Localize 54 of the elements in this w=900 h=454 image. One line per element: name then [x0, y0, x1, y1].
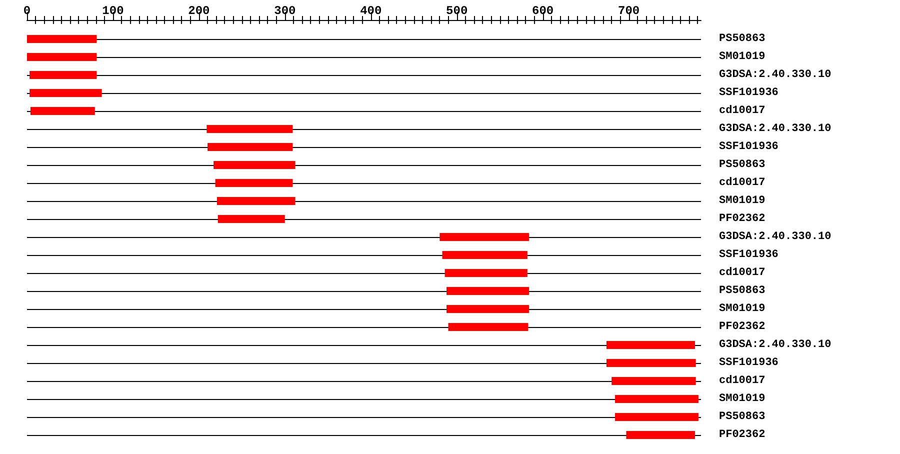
y-tick-label: SSF101936: [719, 357, 778, 369]
y-tick-label: SSF101936: [719, 87, 778, 99]
bar: [216, 197, 296, 205]
bar: [30, 89, 102, 97]
y-tick-label: PF02362: [719, 213, 766, 225]
bar: [444, 269, 528, 277]
bar: [615, 395, 698, 403]
bar: [30, 107, 95, 115]
y-tick-label: SSF101936: [719, 249, 778, 261]
x-tick-label: 200: [188, 4, 210, 18]
x-tick-label: 100: [102, 4, 124, 18]
y-tick-label: PS50863: [719, 411, 766, 423]
y-tick-label: PS50863: [719, 159, 766, 171]
y-tick-label: SM01019: [719, 393, 766, 405]
bar: [440, 233, 530, 241]
bar: [446, 287, 530, 295]
bar: [448, 323, 528, 331]
y-tick-label: PS50863: [719, 33, 766, 45]
y-tick-label: PF02362: [719, 429, 766, 441]
bar: [27, 35, 97, 43]
bar: [218, 215, 285, 223]
y-tick-label: cd10017: [719, 177, 766, 189]
bar: [612, 377, 696, 385]
bar: [206, 125, 293, 133]
y-tick-label: G3DSA:2.40.330.10: [719, 123, 832, 135]
y-tick-label: SM01019: [719, 303, 766, 315]
y-tick-label: PS50863: [719, 285, 766, 297]
y-tick-label: G3DSA:2.40.330.10: [719, 231, 832, 243]
y-tick-label: cd10017: [719, 105, 766, 117]
bar: [606, 341, 695, 349]
bar: [30, 71, 97, 79]
bar: [214, 161, 296, 169]
x-tick-label: 700: [618, 4, 640, 18]
bar: [27, 53, 97, 61]
y-tick-label: SSF101936: [719, 141, 778, 153]
y-tick-label: G3DSA:2.40.330.10: [719, 69, 832, 81]
bar: [626, 431, 695, 439]
y-tick-label: cd10017: [719, 375, 766, 387]
x-tick-label: 400: [360, 4, 382, 18]
bar: [615, 413, 698, 421]
x-tick-label: 600: [532, 4, 554, 18]
y-tick-label: G3DSA:2.40.330.10: [719, 339, 832, 351]
bar: [442, 251, 528, 259]
x-tick-label: 500: [446, 4, 468, 18]
bar: [215, 179, 293, 187]
y-tick-label: SM01019: [719, 51, 766, 63]
y-tick-label: SM01019: [719, 195, 766, 207]
y-tick-label: cd10017: [719, 267, 766, 279]
x-tick-label: 0: [23, 4, 31, 18]
bar: [446, 305, 530, 313]
x-tick-label: 300: [274, 4, 296, 18]
y-tick-label: PF02362: [719, 321, 766, 333]
bar: [606, 359, 696, 367]
bar: [208, 143, 293, 151]
